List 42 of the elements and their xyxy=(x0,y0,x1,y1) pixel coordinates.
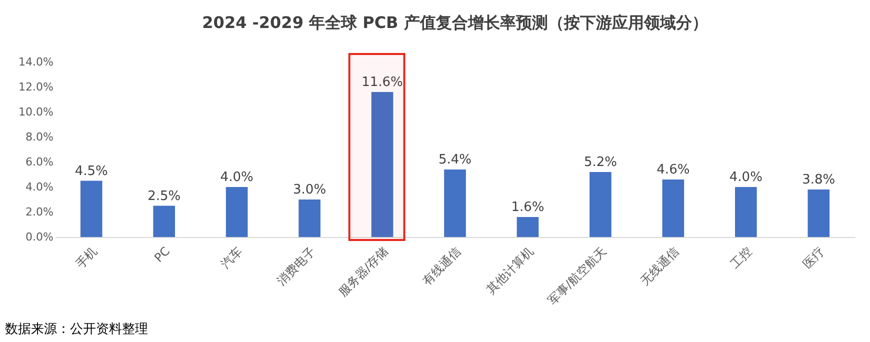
bar xyxy=(80,180,102,237)
data-label: 4.0% xyxy=(729,170,762,185)
data-label: 4.0% xyxy=(220,170,254,185)
bar xyxy=(516,217,539,237)
data-label: 1.6% xyxy=(511,200,544,215)
x-tick-label: 其他计算机 xyxy=(484,244,536,296)
data-label: 3.8% xyxy=(802,172,836,188)
y-tick-label: 2.0% xyxy=(26,206,54,218)
bar xyxy=(298,200,320,237)
data-label: 5.4% xyxy=(438,152,472,168)
data-label: 3.0% xyxy=(293,182,326,198)
y-tick-label: 0.0% xyxy=(26,230,54,244)
chart-title: 2024 -2029 年全球 PCB 产值复合增长率预测（按下游应用领域分） xyxy=(202,13,708,32)
data-label: 4.5% xyxy=(74,164,108,179)
source-note: 数据来源：公开资料整理 xyxy=(5,322,148,337)
bar xyxy=(735,187,757,237)
data-label: 2.5% xyxy=(148,188,181,204)
x-tick-label: 医疗 xyxy=(800,244,828,271)
bar xyxy=(808,190,830,237)
x-tick-label: PC xyxy=(152,244,173,266)
y-tick-label: 12.0% xyxy=(18,80,54,94)
y-tick-label: 4.0% xyxy=(26,180,54,194)
x-tick-label: 汽车 xyxy=(218,244,246,271)
data-label: 5.2% xyxy=(584,155,617,170)
x-tick-label: 有线通信 xyxy=(420,244,464,288)
bar xyxy=(226,187,248,237)
data-label: 11.6% xyxy=(362,75,403,90)
y-tick-label: 6.0% xyxy=(26,156,54,168)
bar xyxy=(662,180,684,237)
bar xyxy=(153,206,175,237)
bar xyxy=(590,172,612,237)
x-tick-label: 军事/航空航天 xyxy=(545,244,609,308)
x-tick-label: 无线通信 xyxy=(638,244,682,288)
x-tick-label: 服务器/存储 xyxy=(336,244,391,300)
x-tick-label: 工控 xyxy=(728,244,754,271)
bar xyxy=(444,170,466,237)
x-tick-label: 消费电子 xyxy=(274,244,318,288)
data-label: 4.6% xyxy=(656,162,690,178)
y-tick-label: 14.0% xyxy=(18,56,54,68)
x-tick-label: 手机 xyxy=(72,244,100,271)
y-tick-label: 8.0% xyxy=(26,130,54,144)
y-tick-label: 10.0% xyxy=(18,106,54,118)
